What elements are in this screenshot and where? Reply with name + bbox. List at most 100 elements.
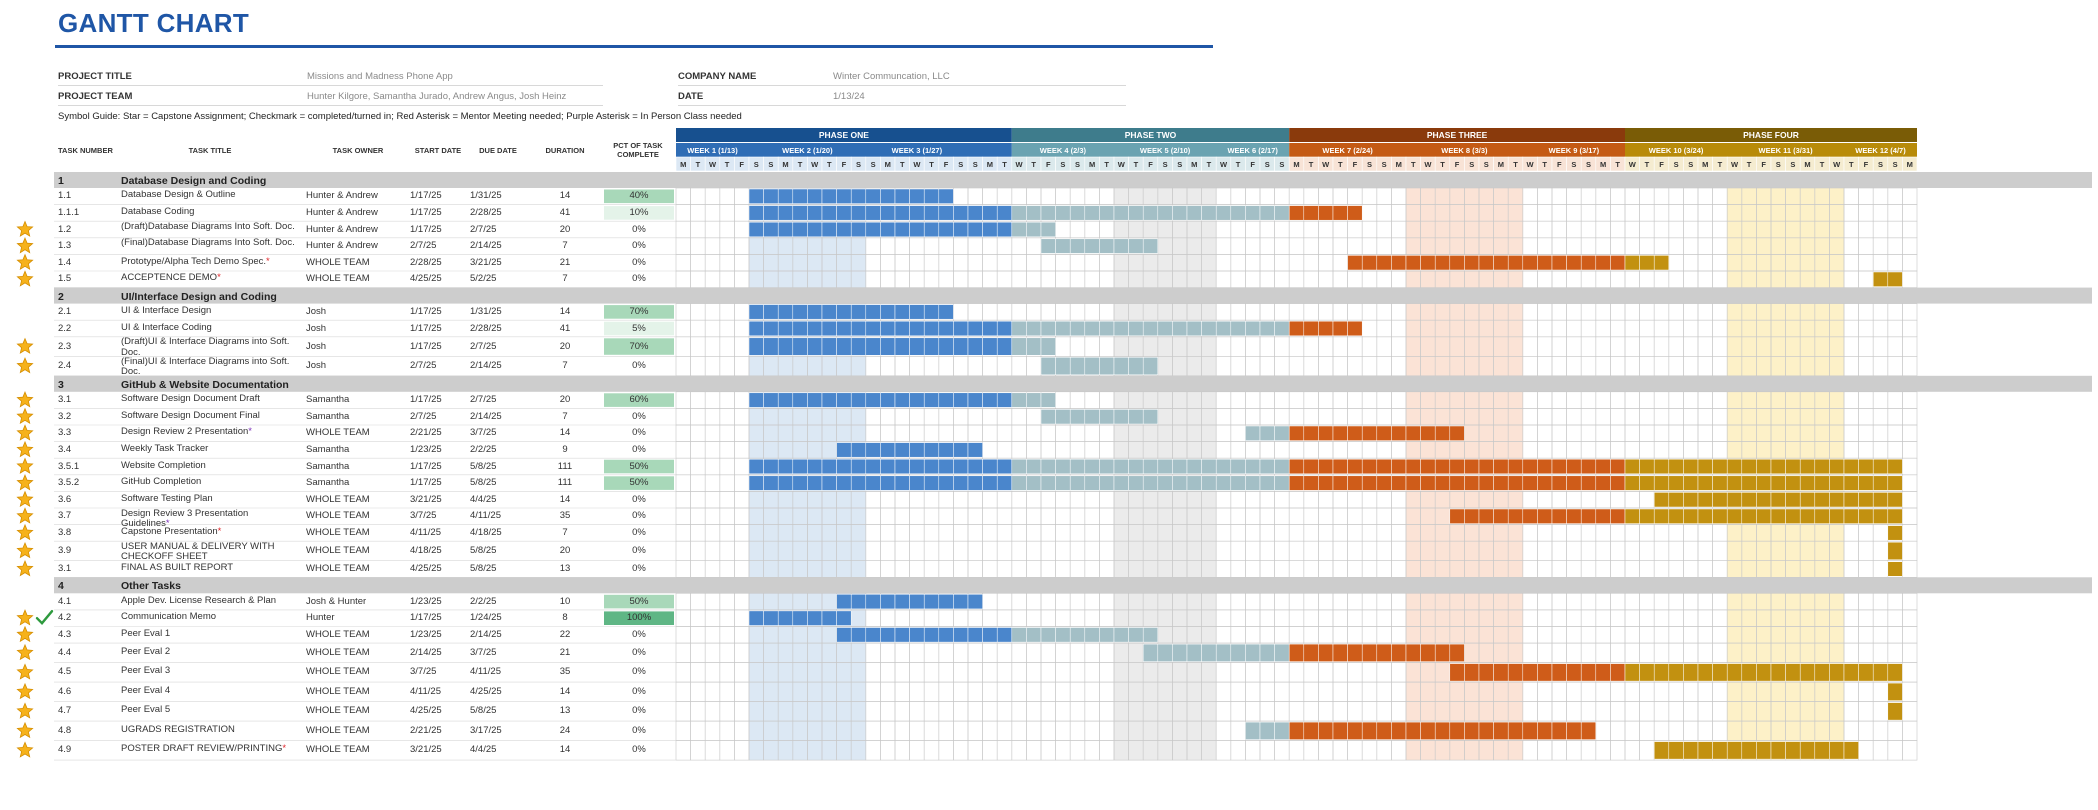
task-duration[interactable]: 24 (559, 724, 571, 736)
task-owner[interactable]: Samantha (306, 443, 350, 455)
start-date[interactable]: 4/11/25 (410, 526, 441, 538)
start-date[interactable]: 4/25/25 (410, 563, 442, 574)
task-title[interactable]: Software Design Document Final (121, 410, 296, 422)
due-date[interactable]: 2/28/25 (470, 322, 502, 334)
task-owner[interactable]: WHOLE TEAM (306, 685, 370, 697)
task-owner[interactable]: Hunter (306, 612, 335, 624)
task-number[interactable]: 1.5 (58, 273, 72, 285)
task-number[interactable]: 1.1 (58, 190, 72, 202)
task-number[interactable]: 4.6 (58, 685, 72, 697)
task-number[interactable]: 3.6 (58, 493, 72, 505)
project-team-value[interactable]: Hunter Kilgore, Samantha Jurado, Andrew … (307, 91, 567, 102)
task-number[interactable]: 3.5.1 (58, 460, 80, 472)
due-date[interactable]: 2/14/25 (470, 360, 502, 372)
task-number[interactable]: 1.2 (58, 223, 72, 235)
task-duration[interactable]: 20 (559, 394, 571, 406)
task-duration[interactable]: 7 (562, 240, 568, 252)
start-date[interactable]: 2/14/25 (410, 646, 442, 658)
due-date[interactable]: 4/4/25 (470, 493, 497, 505)
pct-complete[interactable]: 0% (632, 410, 646, 422)
pct-complete[interactable]: 0% (632, 443, 646, 455)
task-number[interactable]: 4.8 (58, 724, 72, 736)
task-number[interactable]: 2.4 (58, 360, 72, 372)
task-number[interactable]: 3.4 (58, 443, 72, 455)
task-owner[interactable]: WHOLE TEAM (306, 256, 370, 268)
task-owner[interactable]: WHOLE TEAM (306, 646, 370, 658)
due-date[interactable]: 1/31/25 (470, 305, 502, 317)
pct-complete[interactable]: 60% (629, 394, 649, 406)
task-duration[interactable]: 7 (562, 273, 568, 285)
start-date[interactable]: 3/21/25 (410, 493, 442, 505)
task-duration[interactable]: 7 (562, 526, 568, 538)
due-date[interactable]: 1/31/25 (470, 190, 502, 202)
start-date[interactable]: 1/23/25 (410, 595, 442, 607)
task-title[interactable]: Capstone Presentation* (121, 526, 296, 538)
task-number[interactable]: 3.5.2 (58, 477, 80, 489)
task-title[interactable]: (Draft)Database Diagrams Into Soft. Doc. (121, 221, 296, 233)
task-owner[interactable]: WHOLE TEAM (306, 744, 370, 756)
due-date[interactable]: 4/11/25 (470, 510, 501, 522)
start-date[interactable]: 4/25/25 (410, 273, 442, 285)
task-number[interactable]: 3.8 (58, 526, 72, 538)
pct-complete[interactable]: 0% (632, 510, 646, 522)
due-date[interactable]: 5/8/25 (470, 544, 497, 556)
task-title[interactable]: Peer Eval 4 (121, 685, 296, 697)
task-number[interactable]: 3.1 (58, 563, 72, 574)
task-title[interactable]: Software Testing Plan (121, 493, 296, 505)
task-owner[interactable]: Josh (306, 305, 327, 317)
task-duration[interactable]: 111 (557, 460, 573, 472)
task-number[interactable]: 3.7 (58, 510, 72, 522)
due-date[interactable]: 2/7/25 (470, 394, 497, 406)
start-date[interactable]: 1/17/25 (410, 206, 442, 218)
task-duration[interactable]: 20 (559, 544, 571, 556)
task-owner[interactable]: WHOLE TEAM (306, 705, 370, 717)
task-owner[interactable]: Josh & Hunter (306, 595, 367, 607)
due-date[interactable]: 2/14/25 (470, 628, 502, 640)
pct-complete[interactable]: 0% (632, 273, 646, 285)
task-title[interactable]: Apple Dev. License Research & Plan (121, 595, 296, 607)
pct-complete[interactable]: 0% (632, 646, 646, 658)
task-title[interactable]: (Final)Database Diagrams Into Soft. Doc. (121, 238, 296, 249)
pct-complete[interactable]: 100% (626, 612, 652, 624)
task-title[interactable]: Communication Memo (121, 611, 296, 623)
task-number[interactable]: 1.1.1 (58, 206, 80, 218)
task-title[interactable]: USER MANUAL & DELIVERY WITH CHECKOFF SHE… (121, 541, 296, 563)
task-owner[interactable]: WHOLE TEAM (306, 724, 370, 736)
start-date[interactable]: 3/21/25 (410, 744, 442, 756)
task-owner[interactable]: Samantha (306, 410, 350, 422)
task-number[interactable]: 3.3 (58, 427, 72, 439)
start-date[interactable]: 1/17/25 (410, 223, 442, 235)
pct-complete[interactable]: 0% (632, 223, 646, 235)
task-duration[interactable]: 20 (559, 223, 571, 235)
pct-complete[interactable]: 70% (629, 340, 649, 352)
pct-complete[interactable]: 40% (629, 190, 649, 202)
task-title[interactable]: Peer Eval 2 (121, 646, 296, 658)
task-duration[interactable]: 14 (559, 744, 571, 756)
due-date[interactable]: 3/21/25 (470, 256, 502, 268)
task-duration[interactable]: 13 (559, 563, 571, 574)
due-date[interactable]: 4/11/25 (470, 666, 501, 678)
pct-complete[interactable]: 0% (632, 493, 646, 505)
task-number[interactable]: 1.4 (58, 256, 72, 268)
task-owner[interactable]: Hunter & Andrew (306, 223, 378, 235)
task-duration[interactable]: 35 (559, 666, 571, 678)
task-number[interactable]: 4.5 (58, 666, 72, 678)
task-duration[interactable]: 22 (559, 628, 571, 640)
task-owner[interactable]: WHOLE TEAM (306, 493, 370, 505)
task-duration[interactable]: 41 (559, 322, 571, 334)
task-duration[interactable]: 14 (559, 305, 571, 317)
task-number[interactable]: 3.2 (58, 410, 72, 422)
task-title[interactable]: UI & Interface Coding (121, 322, 296, 334)
task-owner[interactable]: Hunter & Andrew (306, 240, 378, 252)
start-date[interactable]: 4/25/25 (410, 705, 442, 717)
pct-complete[interactable]: 0% (632, 685, 646, 697)
pct-complete[interactable]: 70% (629, 305, 649, 317)
task-title[interactable]: UGRADS REGISTRATION (121, 724, 296, 736)
task-duration[interactable]: 111 (557, 477, 573, 489)
task-title[interactable]: Prototype/Alpha Tech Demo Spec.* (121, 256, 296, 268)
start-date[interactable]: 4/18/25 (410, 544, 442, 556)
start-date[interactable]: 1/23/25 (410, 628, 442, 640)
pct-complete[interactable]: 0% (632, 256, 646, 268)
task-duration[interactable]: 10 (559, 595, 571, 607)
task-owner[interactable]: Hunter & Andrew (306, 206, 378, 218)
